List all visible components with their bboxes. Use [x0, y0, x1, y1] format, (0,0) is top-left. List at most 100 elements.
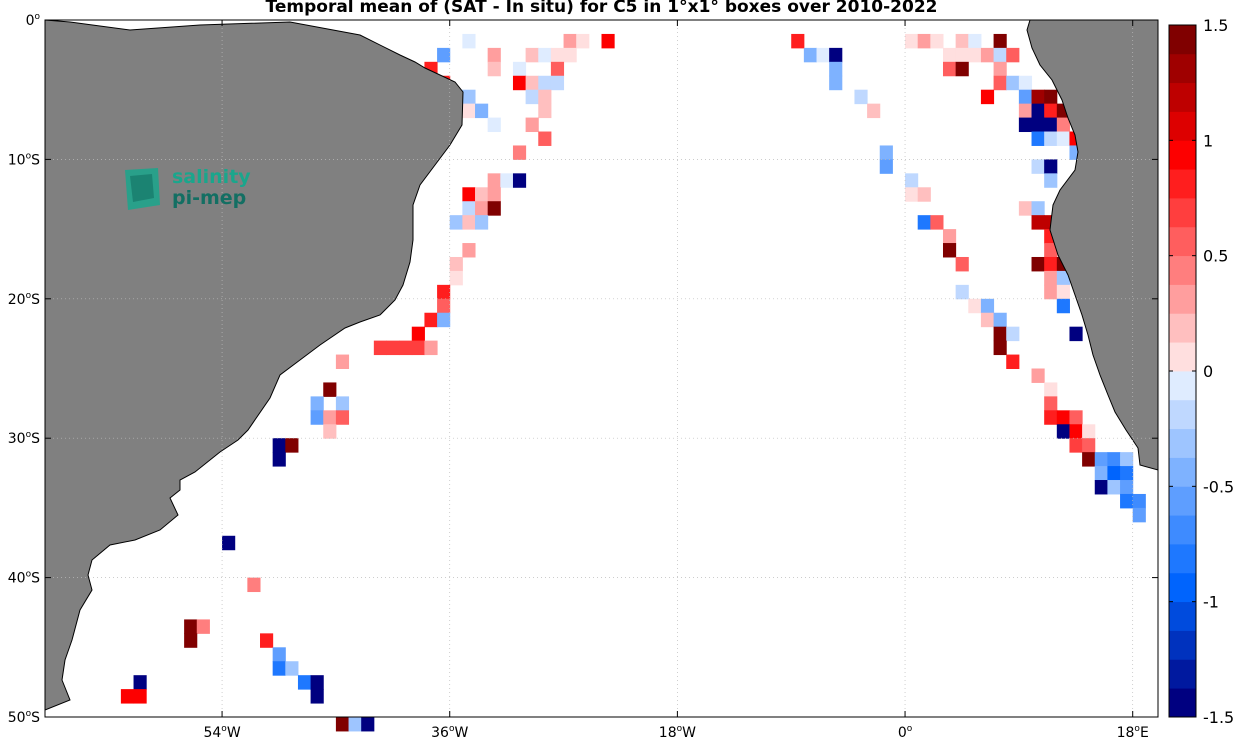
data-cell [1056, 410, 1070, 425]
data-cell [563, 33, 577, 49]
data-cell [310, 675, 324, 690]
data-cell [1018, 117, 1033, 133]
colorbar-segment [1169, 226, 1196, 257]
data-cell [1082, 438, 1096, 453]
data-cell [500, 173, 514, 188]
data-cell [1044, 103, 1058, 119]
y-tick-label: 20oS [8, 291, 40, 308]
data-cell [538, 75, 552, 91]
y-tick-label: 40oS [8, 570, 40, 587]
colorbar-segment [1169, 140, 1196, 170]
data-cell [854, 89, 868, 105]
colorbar-segment [1169, 255, 1196, 285]
data-cell [1006, 75, 1020, 91]
data-cell [462, 33, 476, 49]
data-cell [1044, 131, 1058, 146]
data-cell [272, 647, 286, 662]
data-cell [993, 47, 1007, 63]
data-cell [1056, 298, 1070, 314]
data-cell [1056, 424, 1070, 439]
data-cell [373, 340, 387, 356]
data-cell [1120, 466, 1134, 481]
data-cell [601, 33, 615, 49]
data-cell [980, 312, 995, 328]
data-cell [525, 117, 539, 133]
data-cell [323, 424, 337, 439]
data-cell [829, 47, 843, 63]
data-cell [550, 47, 565, 63]
data-cell [1044, 410, 1058, 425]
data-cell [399, 340, 413, 356]
data-cell [1069, 438, 1083, 453]
data-cell [487, 187, 501, 202]
data-cell [1044, 270, 1058, 286]
data-cell [879, 145, 893, 160]
colorbar-tick-label: -1.5 [1203, 708, 1234, 727]
data-cell [462, 103, 476, 119]
colorbar-tick-label: 0 [1203, 362, 1213, 381]
data-cell [411, 340, 425, 356]
data-cell [1044, 159, 1058, 174]
colorbar-ticks: 1.5 1 0.5 0 -0.5 -1 -1.5 [1169, 16, 1234, 727]
colorbar-tick-label: -0.5 [1203, 477, 1234, 496]
data-cell [335, 354, 350, 369]
data-cell [272, 438, 286, 453]
data-cell [942, 229, 957, 244]
data-cell [260, 633, 274, 648]
colorbar-segment [1169, 371, 1196, 401]
colorbar-segment [1169, 544, 1196, 574]
data-cell [829, 61, 843, 77]
data-cell [576, 33, 590, 49]
data-cell [462, 187, 476, 202]
data-cell [1044, 256, 1058, 272]
data-cell [980, 89, 995, 105]
data-cell [1018, 103, 1033, 119]
colorbar-tick-label: -1 [1203, 593, 1219, 612]
data-cell [184, 619, 198, 634]
data-cell [272, 452, 286, 467]
data-cell [297, 675, 312, 690]
data-cell [1031, 368, 1045, 383]
data-cell [993, 326, 1007, 342]
data-cells-layer [120, 33, 1146, 732]
y-axis-ticks: 0o 10oS 20oS 30oS 40oS 50oS [8, 12, 1158, 726]
data-cell [538, 131, 552, 146]
logo-pimep-text: pi-mep [172, 187, 246, 209]
data-cell [879, 159, 893, 174]
data-cell [1082, 452, 1096, 467]
data-cell [1044, 382, 1058, 397]
colorbar-segment [1169, 342, 1196, 372]
data-cell [1120, 493, 1134, 509]
data-cell [449, 256, 463, 272]
data-cell [968, 298, 982, 314]
data-cell [930, 215, 944, 230]
data-cell [335, 396, 350, 411]
data-cell [525, 89, 539, 105]
data-cell [361, 717, 375, 732]
data-cell [133, 675, 147, 690]
data-cell [1031, 131, 1045, 146]
colorbar-segment [1169, 630, 1196, 660]
x-tick-label: 54oW [203, 724, 240, 740]
data-cell [411, 326, 425, 342]
data-cell [120, 689, 135, 704]
y-tick-label: 0o [26, 12, 41, 29]
colorbar-segment [1169, 515, 1196, 545]
colorbar-segment [1169, 111, 1196, 141]
data-cell [487, 201, 501, 216]
data-cell [424, 312, 438, 328]
data-cell [310, 689, 324, 704]
data-cell [917, 215, 931, 230]
y-tick-label: 10oS [8, 151, 40, 168]
colorbar-segment [1169, 572, 1196, 603]
data-cell [993, 75, 1007, 91]
colorbar-segment [1169, 428, 1196, 458]
data-cell [867, 103, 881, 119]
data-cell [1056, 117, 1070, 133]
data-cell [538, 89, 552, 105]
map-frame [44, 19, 1159, 718]
data-cell [1107, 452, 1121, 467]
colorbar [1168, 24, 1197, 718]
data-cell [285, 438, 299, 453]
